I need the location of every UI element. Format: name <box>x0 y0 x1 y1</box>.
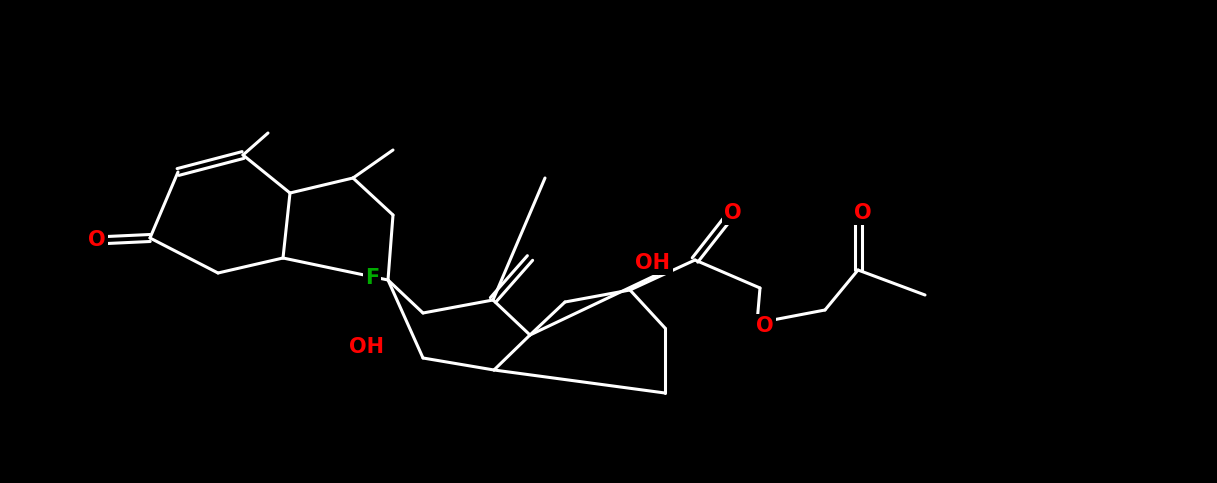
Text: OH: OH <box>348 337 383 357</box>
Text: O: O <box>88 230 106 250</box>
Text: O: O <box>854 203 871 223</box>
Text: F: F <box>365 268 380 288</box>
Text: O: O <box>724 203 742 223</box>
Text: O: O <box>756 316 774 336</box>
Text: OH: OH <box>635 253 671 273</box>
